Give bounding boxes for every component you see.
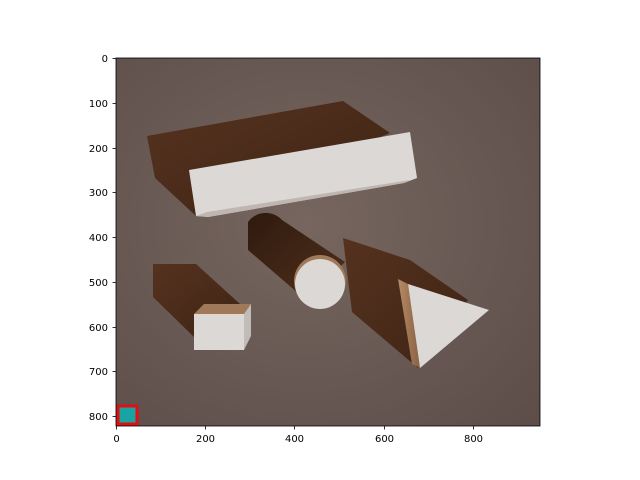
small-cube-shadow (153, 264, 240, 337)
y-tick-label: 500 (89, 278, 108, 289)
y-tick-label: 800 (89, 412, 108, 423)
y-tick-label: 300 (89, 188, 108, 199)
cylinder-object (248, 212, 346, 309)
small-cube-side (244, 304, 251, 350)
y-tick-label: 400 (89, 233, 108, 244)
triangular-prism-object (343, 238, 489, 368)
small-cube-face (194, 314, 244, 350)
x-tick-label: 0 (113, 434, 119, 445)
y-axis: 0 100 200 300 400 500 600 700 800 (89, 54, 116, 423)
y-tick-label: 100 (89, 99, 108, 110)
y-tick-label: 600 (89, 323, 108, 334)
triangular-prism-face (408, 284, 489, 368)
triangular-prism-side (398, 279, 420, 368)
x-tick-label: 600 (375, 434, 394, 445)
long-box-face (189, 132, 417, 217)
x-axis: 0 200 400 600 800 (113, 426, 483, 445)
axes-frame (115, 57, 541, 427)
x-tick-label: 200 (196, 434, 215, 445)
scene-image (116, 58, 540, 426)
long-box-side (196, 180, 410, 217)
y-tick-label: 0 (102, 54, 108, 65)
x-tick-label: 800 (464, 434, 483, 445)
small-cube-top (194, 304, 251, 314)
cylinder-face (295, 259, 345, 309)
x-tick-label: 400 (285, 434, 304, 445)
marker-square (116, 404, 139, 426)
y-tick-label: 200 (89, 144, 108, 155)
y-tick-label: 700 (89, 367, 108, 378)
small-cube-object (153, 264, 251, 350)
